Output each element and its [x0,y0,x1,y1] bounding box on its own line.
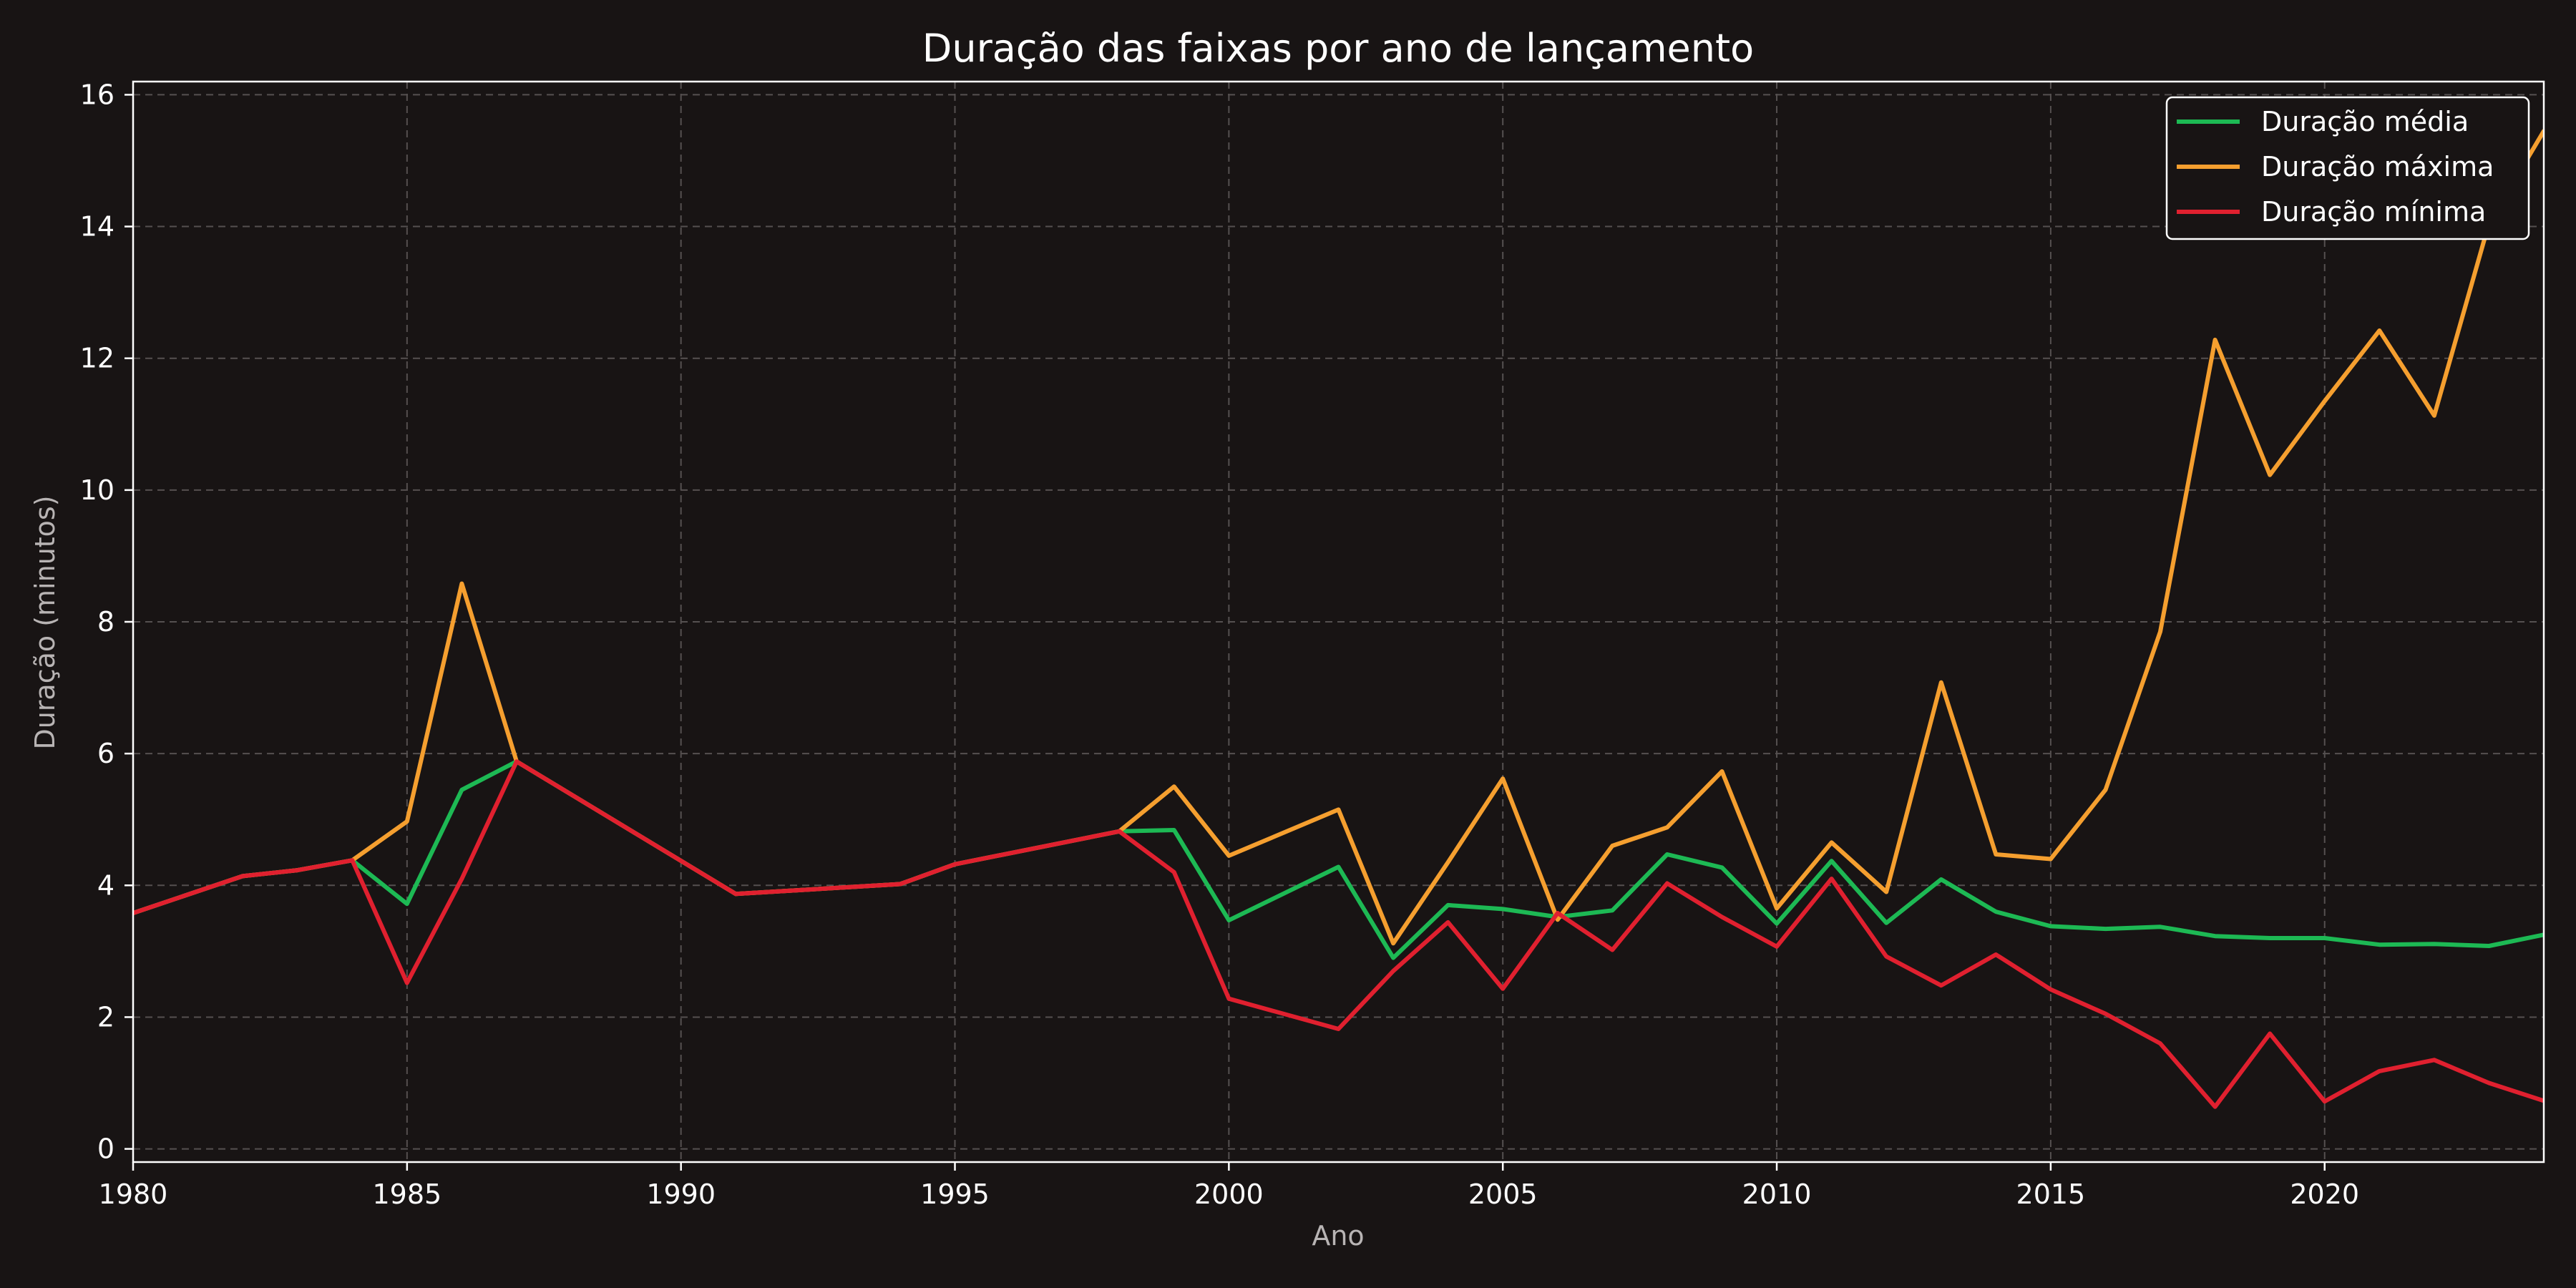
series-line-duracao-minima [133,759,2544,1109]
x-axis-label: Ano [1312,1220,1364,1252]
series-line-duracao-maxima [133,129,2544,946]
y-tick-label: 4 [97,869,114,901]
x-tick-label: 2010 [1742,1179,1812,1210]
x-tick-label: 1990 [646,1179,716,1210]
series-line-duracao-media [133,759,2544,960]
y-tick-label: 8 [97,606,114,638]
y-tick-label: 6 [97,738,114,769]
grid [132,82,2544,1162]
y-tick-label: 2 [97,1001,114,1033]
legend: Duração média Duração máxima Duração mínim… [2165,96,2530,240]
x-tick-label: 2015 [2016,1179,2086,1210]
x-tick-label: 2000 [1194,1179,1264,1210]
x-tick-label: 1995 [920,1179,990,1210]
legend-label: Duração máxima [2261,151,2494,182]
y-tick-label: 0 [97,1133,114,1165]
x-tick-label: 1980 [99,1179,168,1210]
y-tick-label: 16 [80,79,114,110]
y-axis-ticks: 0 2 4 6 8 10 12 14 16 [80,79,133,1165]
x-tick-label: 2020 [2290,1179,2359,1210]
legend-label: Duração mínima [2261,196,2486,228]
y-tick-label: 12 [80,343,114,374]
legend-frame [2165,96,2530,240]
y-tick-label: 14 [80,211,114,243]
y-tick-label: 10 [80,474,114,506]
y-axis-label: Duração (minutos) [29,495,61,749]
x-tick-label: 1985 [372,1179,441,1210]
x-tick-label: 2005 [1468,1179,1538,1210]
series-group [133,129,2544,1109]
legend-label: Duração média [2261,106,2469,137]
x-axis-ticks: 1980 1985 1990 1995 2000 2005 2010 2015 2020 [99,1162,2359,1210]
chart-title: Duração das faixas por ano de lançamento [922,26,1754,71]
